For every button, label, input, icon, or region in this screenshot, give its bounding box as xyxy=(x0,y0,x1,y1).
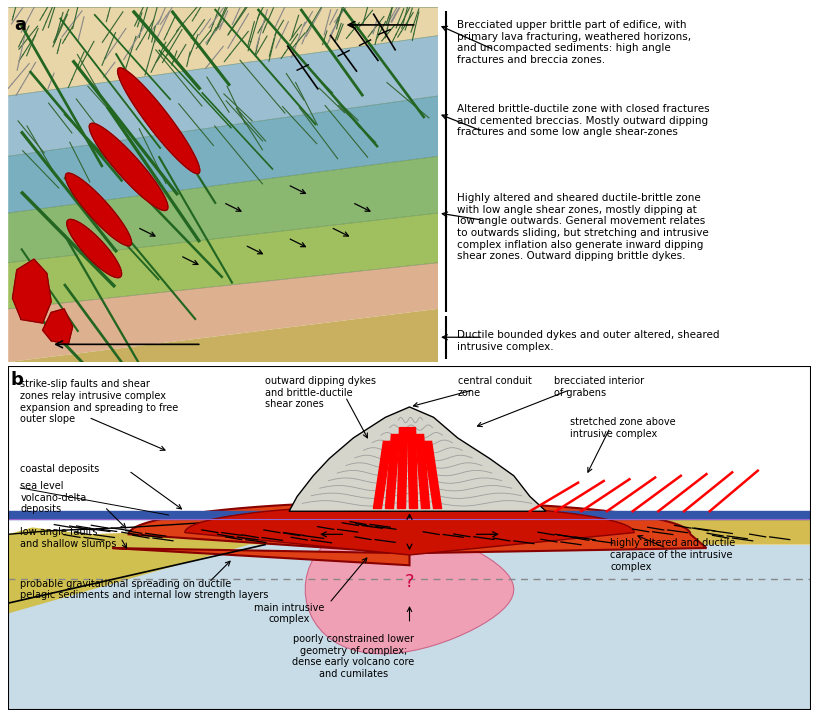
Polygon shape xyxy=(8,7,438,96)
Polygon shape xyxy=(8,519,811,545)
Text: highly altered and ductile
carapace of the intrusive
complex: highly altered and ductile carapace of t… xyxy=(610,538,735,571)
Polygon shape xyxy=(89,123,168,211)
Text: volcano-delta
deposits: volcano-delta deposits xyxy=(20,493,87,514)
Text: Altered brittle-ductile zone with closed fractures
and cemented breccias. Mostly: Altered brittle-ductile zone with closed… xyxy=(457,104,709,138)
Text: low angle faults
and shallow slumps: low angle faults and shallow slumps xyxy=(20,527,116,549)
Polygon shape xyxy=(118,68,200,174)
Text: coastal deposits: coastal deposits xyxy=(20,464,99,474)
Polygon shape xyxy=(8,96,438,213)
Polygon shape xyxy=(8,213,438,309)
Text: Brecciated upper brittle part of edifice, with
primary lava fracturing, weathere: Brecciated upper brittle part of edifice… xyxy=(457,20,691,65)
Polygon shape xyxy=(8,528,249,614)
Polygon shape xyxy=(289,407,546,511)
Polygon shape xyxy=(8,156,438,262)
Text: b: b xyxy=(11,371,24,389)
Text: central conduit
zone: central conduit zone xyxy=(458,376,532,398)
Polygon shape xyxy=(8,545,249,589)
Polygon shape xyxy=(408,427,418,508)
Polygon shape xyxy=(185,505,634,555)
Text: Ductile bounded dykes and outer altered, sheared
intrusive complex.: Ductile bounded dykes and outer altered,… xyxy=(457,330,719,351)
Polygon shape xyxy=(8,36,438,156)
Polygon shape xyxy=(373,442,391,508)
Polygon shape xyxy=(305,525,514,654)
Polygon shape xyxy=(423,442,441,508)
Text: Highly altered and sheared ductile-brittle zone
with low angle shear zones, most: Highly altered and sheared ductile-britt… xyxy=(457,193,708,261)
Polygon shape xyxy=(397,427,408,508)
Text: poorly constrained lower
geometry of complex;
dense early volcano core
and cumil: poorly constrained lower geometry of com… xyxy=(292,634,414,679)
Polygon shape xyxy=(8,366,811,511)
Polygon shape xyxy=(8,262,438,362)
Polygon shape xyxy=(112,502,707,565)
Text: strike-slip faults and shear
zones relay intrusive complex
expansion and spreadi: strike-slip faults and shear zones relay… xyxy=(20,379,179,424)
Text: main intrusive
complex: main intrusive complex xyxy=(254,603,324,625)
Polygon shape xyxy=(415,435,429,508)
Polygon shape xyxy=(386,435,400,508)
Polygon shape xyxy=(12,259,51,323)
Polygon shape xyxy=(43,309,73,344)
Text: stretched zone above
intrusive complex: stretched zone above intrusive complex xyxy=(570,417,676,439)
Text: a: a xyxy=(15,16,27,34)
Text: sea level: sea level xyxy=(20,481,64,491)
Text: ?: ? xyxy=(405,574,414,592)
Polygon shape xyxy=(67,219,121,277)
Text: probable gravitational spreading on ductile
pelagic sediments and internal low s: probable gravitational spreading on duct… xyxy=(20,579,269,600)
Polygon shape xyxy=(66,173,132,246)
Text: brecciated interior
of grabens: brecciated interior of grabens xyxy=(554,376,644,398)
Text: outward dipping dykes
and brittle-ductile
shear zones: outward dipping dykes and brittle-ductil… xyxy=(265,376,376,409)
Bar xyxy=(8,511,811,519)
Polygon shape xyxy=(8,545,811,710)
Polygon shape xyxy=(8,309,438,362)
